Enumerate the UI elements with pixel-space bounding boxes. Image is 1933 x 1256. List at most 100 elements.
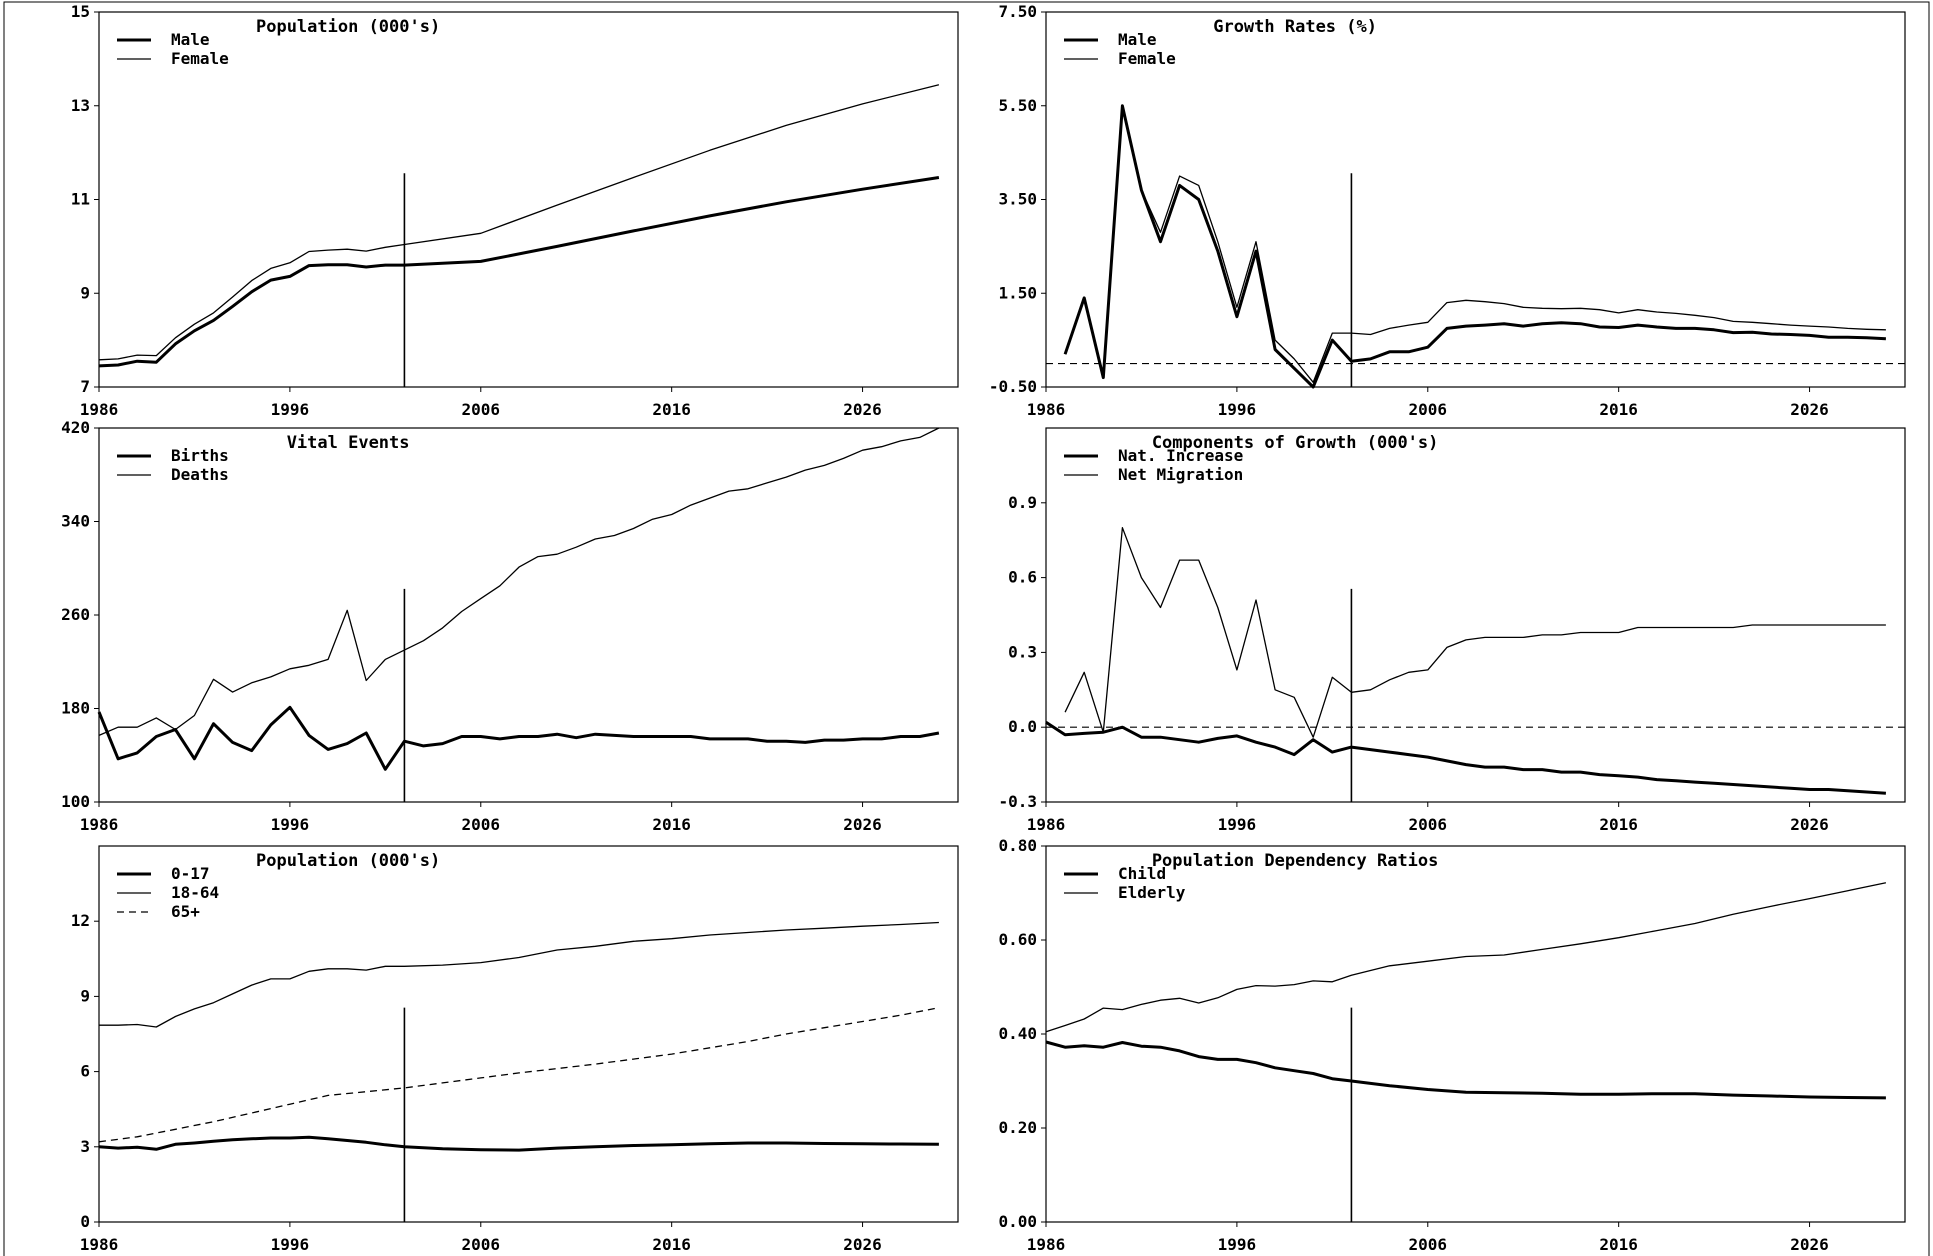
y-tick-label: 340: [61, 512, 90, 531]
y-tick-label: 0.80: [998, 836, 1037, 855]
panel-5: 0 3 6 9 12 1986 1996 2006 2016 2026 Population (00…: [71, 845, 959, 1254]
series-line-male: [1063, 104, 1886, 389]
x-tick-label: 2006: [1409, 1235, 1448, 1254]
y-tick-label: 0.60: [998, 930, 1037, 949]
y-tick-label: 13: [71, 96, 90, 115]
y-tick-label: 9: [80, 986, 90, 1005]
series-line-net-migration: [1064, 527, 1886, 738]
y-tick-label: 7: [80, 377, 90, 396]
x-tick-label: 2026: [1790, 815, 1829, 834]
x-tick-label: 1986: [80, 815, 119, 834]
y-tick-label: 0: [80, 1212, 90, 1231]
x-tick-label: 2026: [843, 400, 882, 419]
legend-label: Male: [171, 30, 210, 49]
x-tick-label: 2006: [1409, 815, 1448, 834]
x-tick-label: 1986: [1027, 815, 1066, 834]
legend-label: Nat. Increase: [1118, 446, 1243, 465]
panel-6: 0.00 0.20 0.40 0.60 0.80 1986 1996 2006 2016 2026…: [998, 836, 1906, 1254]
chart-title: Population Dependency Ratios: [1152, 851, 1439, 871]
chart-title: Components of Growth (000's): [1152, 433, 1439, 453]
series-line-female: [98, 84, 940, 361]
legend-label: Net Migration: [1118, 465, 1243, 484]
legend-label: Births: [171, 446, 229, 465]
y-tick-label: 0.40: [998, 1024, 1037, 1043]
y-tick-label: 5.50: [998, 96, 1037, 115]
plot-frame: [1045, 427, 1906, 803]
plot-frame: [1045, 845, 1906, 1223]
figure-frame: [3, 1, 1930, 1256]
x-tick-label: 2026: [1790, 400, 1829, 419]
y-tick-label: 0.20: [998, 1118, 1037, 1137]
x-tick-label: 2016: [1599, 1235, 1638, 1254]
x-tick-label: 1996: [271, 815, 310, 834]
y-tick-label: 260: [61, 605, 90, 624]
x-tick-label: 1986: [80, 400, 119, 419]
legend-label: Male: [1118, 30, 1157, 49]
y-tick-label: 6: [80, 1062, 90, 1081]
series-line-18-64: [99, 921, 939, 1028]
y-tick-label: 0.3: [1008, 642, 1037, 661]
series-line-elderly: [1045, 882, 1887, 1033]
x-tick-label: 1986: [1027, 1235, 1066, 1254]
x-tick-label: 2016: [1599, 815, 1638, 834]
y-tick-label: 3.50: [998, 190, 1037, 209]
series-line-deaths: [98, 427, 940, 736]
y-tick-label: 0.00: [998, 1212, 1037, 1231]
x-tick-label: 2006: [1409, 400, 1448, 419]
panel-1: 7 9 11 13 15 1986 1996 2006 2016 2026 Population (…: [71, 2, 959, 419]
y-tick-label: 12: [71, 911, 90, 930]
panel-3: 100 180 260 340 420 1986 1996 2006 2016 2026 Vital…: [61, 418, 959, 834]
y-tick-label: 15: [71, 2, 90, 21]
y-tick-label: 180: [61, 699, 90, 718]
chart-title: Population (000's): [256, 17, 440, 37]
y-tick-label: 0.6: [1008, 568, 1037, 587]
chart-title: Growth Rates (%): [1213, 17, 1377, 37]
legend-label: 0-17: [171, 864, 210, 883]
legend-label: Female: [171, 49, 229, 68]
x-tick-label: 1996: [1218, 815, 1257, 834]
x-tick-label: 1996: [1218, 400, 1257, 419]
x-tick-label: 1996: [271, 400, 310, 419]
y-tick-label: 0.0: [1008, 717, 1037, 736]
x-tick-label: 2026: [843, 1235, 882, 1254]
x-tick-label: 1996: [1218, 1235, 1257, 1254]
panel-2: -0.50 1.50 3.50 5.50 7.50 1986 1996 2006 2016 202…: [989, 2, 1906, 419]
x-tick-label: 2016: [1599, 400, 1638, 419]
x-tick-label: 2006: [462, 815, 501, 834]
x-tick-label: 2016: [652, 1235, 691, 1254]
plot-frame: [98, 845, 959, 1223]
y-tick-label: -0.3: [998, 792, 1037, 811]
series-line-nat-increase: [1045, 720, 1887, 795]
legend-label: Female: [1118, 49, 1176, 68]
series-line-65: [98, 1007, 940, 1143]
x-tick-label: 1986: [1027, 400, 1066, 419]
x-tick-label: 2026: [1790, 1235, 1829, 1254]
x-tick-label: 2006: [462, 400, 501, 419]
y-tick-label: 11: [71, 190, 90, 209]
legend-label: Child: [1118, 864, 1166, 883]
x-tick-label: 2016: [652, 815, 691, 834]
chart-title: Population (000's): [256, 851, 440, 871]
y-tick-label: -0.50: [989, 377, 1037, 396]
x-tick-label: 2026: [843, 815, 882, 834]
y-tick-label: 7.50: [998, 2, 1037, 21]
x-tick-label: 1996: [271, 1235, 310, 1254]
y-tick-label: 1.50: [998, 283, 1037, 302]
legend-label: 18-64: [171, 883, 219, 902]
y-tick-label: 9: [80, 283, 90, 302]
plot-frame: [98, 11, 959, 388]
chart-title: Vital Events: [287, 433, 410, 453]
x-tick-label: 2006: [462, 1235, 501, 1254]
legend-label: Deaths: [171, 465, 229, 484]
series-line-child: [1045, 1040, 1886, 1100]
plot-frame: [98, 427, 959, 803]
legend-label: Elderly: [1118, 883, 1186, 902]
y-tick-label: 100: [61, 792, 90, 811]
y-tick-label: 3: [80, 1137, 90, 1156]
series-line-0-17: [98, 1135, 939, 1152]
x-tick-label: 2016: [652, 400, 691, 419]
x-tick-label: 1986: [80, 1235, 119, 1254]
y-tick-label: 0.9: [1008, 493, 1037, 512]
legend-label: 65+: [171, 902, 200, 921]
